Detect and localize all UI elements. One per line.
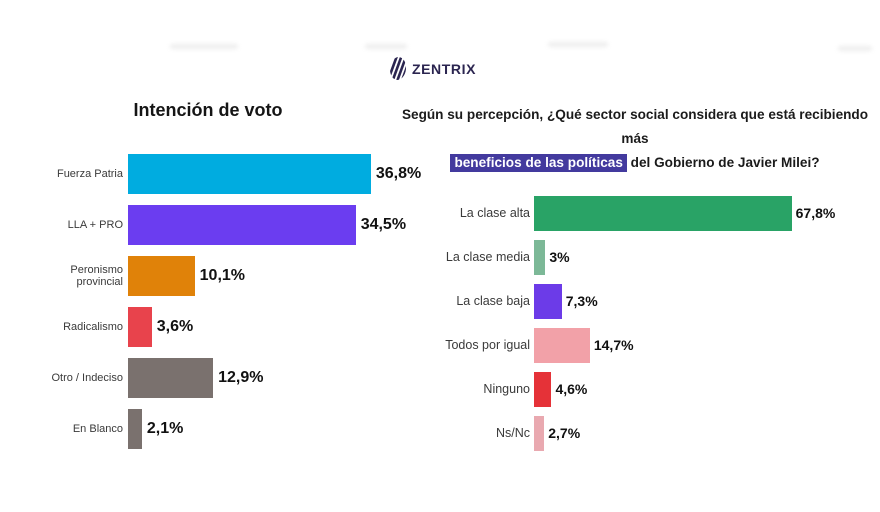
category-label: Fuerza Patria [56,167,123,180]
chart-title-line2: del Gobierno de Javier Milei? [626,155,820,170]
category-label: Otro / Indeciso [51,371,123,384]
category-label: Ninguno [483,382,530,396]
value-label: 14,7% [593,337,634,353]
artifact-smudge [365,44,407,49]
bar-rows: Fuerza Patria 36,8% LLA + PRO 34,5% Peronism… [28,148,428,454]
category-label: LLA + PRO [67,218,123,231]
highlighted-phrase: beneficios de las políticas [450,154,627,172]
bar-row: La clase media 3% [410,235,870,279]
category-label: La clase media [445,250,530,264]
category-label: Peronismo provincial [70,263,123,288]
bar [128,255,195,296]
artifact-smudge [170,44,238,49]
bar [534,283,562,319]
bar-row: Ninguno 4,6% [410,367,870,411]
bar [534,371,552,407]
bar [534,195,792,231]
zentrix-logo-icon [388,56,408,81]
bar [534,415,545,451]
bar [534,239,546,275]
chart-title: Intención de voto [133,100,283,120]
bar-row: Fuerza Patria 36,8% [28,148,428,199]
value-label: 2,1% [146,419,184,437]
bar-row: La clase baja 7,3% [410,279,870,323]
bar-row: Todos por igual 14,7% [410,323,870,367]
zentrix-logo: ZENTRIX [0,56,872,81]
value-label: 34,5% [360,215,407,233]
bar [128,408,142,449]
bar [128,153,371,194]
category-label: Ns/Nc [495,426,530,440]
category-label: Radicalismo [63,320,123,333]
value-label: 67,8% [795,205,836,221]
category-label: La clase alta [459,206,530,220]
bar-row: En Blanco 2,1% [28,403,428,454]
value-label: 3,6% [156,317,194,335]
bar [128,306,152,347]
bar-row: La clase alta 67,8% [410,191,870,235]
bar [128,204,356,245]
bar-row: Otro / Indeciso 12,9% [28,352,428,403]
bar-row: Peronismo provincial 10,1% [28,250,428,301]
bar-rows: La clase alta 67,8% La clase media 3% La cla… [410,191,870,455]
chart-intencion-de-voto: Intención de voto Fuerza Patria 36,8% LLA … [28,100,428,449]
value-label: 36,8% [375,164,422,182]
bar-row: LLA + PRO 34,5% [28,199,428,250]
bar [128,357,214,398]
category-label: En Blanco [72,422,123,435]
zentrix-logo-text: ZENTRIX [411,60,477,77]
category-label: La clase baja [456,294,530,308]
value-label: 4,6% [555,381,588,397]
artifact-smudge [838,46,872,51]
bar-row: Ns/Nc 2,7% [410,411,870,455]
chart-sector-social: Según su percepción, ¿Qué sector social … [400,103,870,451]
chart-title: Según su percepción, ¿Qué sector social … [400,103,870,175]
value-label: 3% [549,249,570,265]
value-label: 10,1% [199,266,246,284]
category-label: Todos por igual [445,338,530,352]
bar-row: Radicalismo 3,6% [28,301,428,352]
artifact-smudge [548,42,608,47]
bar [534,327,590,363]
value-label: 7,3% [565,293,598,309]
value-label: 12,9% [218,368,264,386]
chart-title-line1: Según su percepción, ¿Qué sector social … [401,107,869,146]
value-label: 2,7% [548,425,581,441]
